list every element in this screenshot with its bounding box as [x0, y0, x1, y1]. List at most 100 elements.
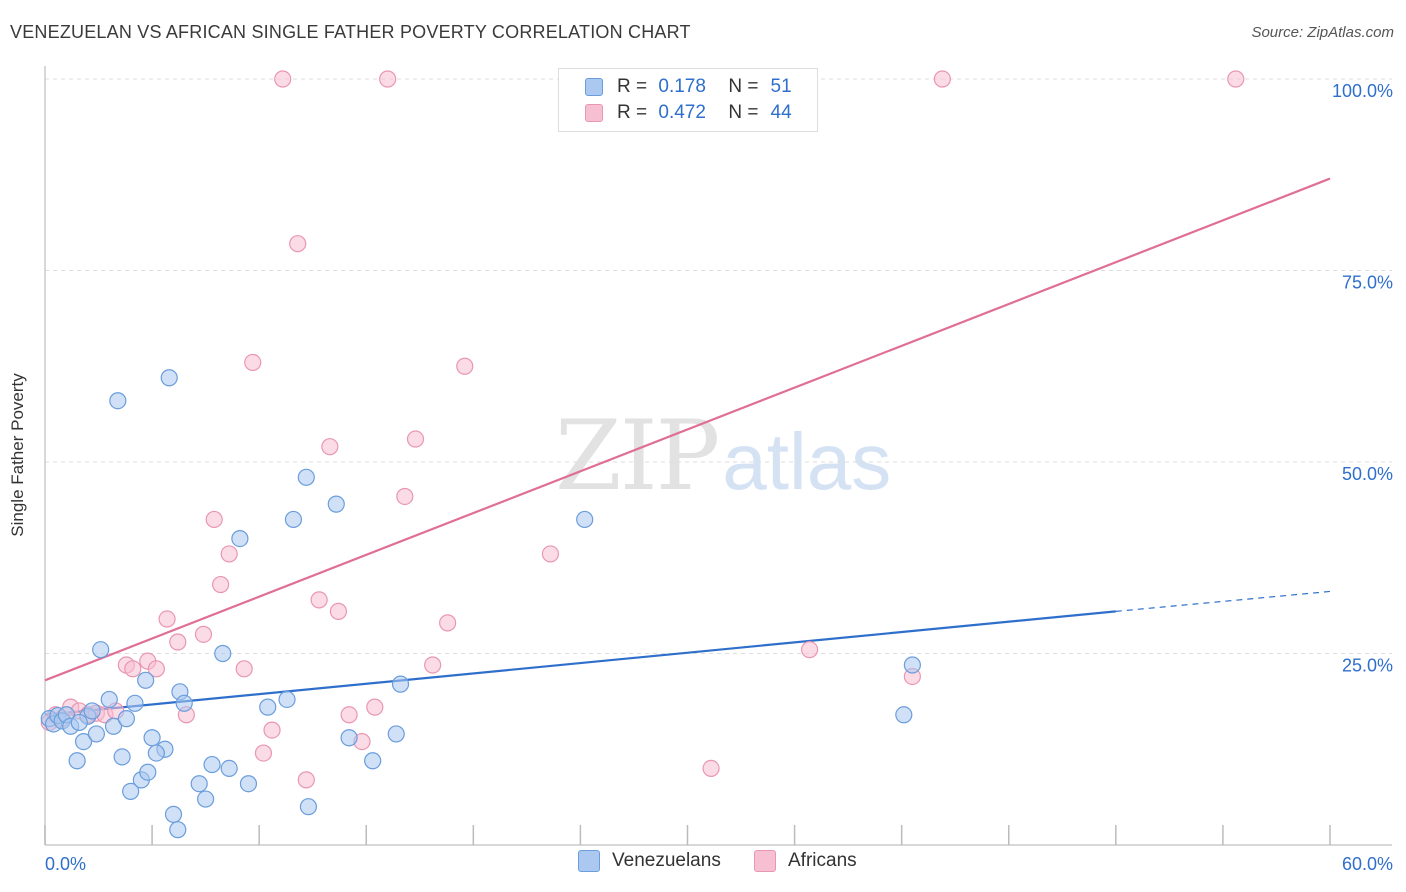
point-africans [212, 575, 230, 594]
point-venezuelans [137, 671, 155, 689]
point-africans [379, 70, 397, 88]
point-venezuelans [895, 706, 913, 724]
legend-row-venezuelans: R = 0.178 N = 51 [585, 75, 792, 99]
point-africans [124, 660, 142, 678]
point-africans [541, 545, 560, 563]
y-tick-label: 25.0% [1342, 656, 1393, 676]
point-venezuelans [364, 752, 382, 770]
point-africans [456, 357, 474, 375]
correlation-legend: R = 0.178 N = 51 R = 0.472 N = 44 [558, 68, 818, 132]
y-axis-label: Single Father Poverty [8, 373, 27, 537]
y-tick-label: 75.0% [1342, 273, 1393, 293]
series-legend-venezuelans[interactable]: Venezuelans [578, 850, 721, 872]
point-africans [254, 744, 273, 762]
point-venezuelans [387, 725, 405, 743]
x-ticks [44, 825, 1331, 845]
point-africans [244, 353, 262, 372]
point-venezuelans [284, 510, 303, 529]
point-venezuelans [143, 729, 161, 747]
legend-r-value: 0.472 [658, 102, 706, 123]
point-africans [220, 545, 238, 563]
point-africans [194, 625, 213, 643]
point-venezuelans [113, 748, 131, 766]
trend-extension-venezuelans [1115, 590, 1331, 612]
y-tick-label: 100.0% [1332, 81, 1393, 101]
tick-labels: 25.0% 50.0% 75.0% 100.0% 0.0% 60.0% [45, 81, 1393, 874]
point-africans [169, 633, 187, 651]
point-africans [396, 487, 414, 506]
point-venezuelans [169, 821, 187, 839]
legend-n-value: 51 [770, 76, 792, 97]
legend-r-value: 0.178 [658, 76, 706, 97]
point-venezuelans [299, 798, 318, 816]
point-venezuelans [197, 790, 215, 808]
point-africans [800, 641, 819, 659]
series-label-venezuelans: Venezuelans [612, 850, 721, 871]
source-label: Source: ZipAtlas.com [1251, 24, 1394, 41]
data-points [40, 70, 1245, 839]
point-venezuelans [100, 690, 118, 709]
series-swatch-venezuelans [578, 850, 600, 872]
point-venezuelans [139, 763, 157, 781]
series-label-africans: Africans [788, 850, 857, 871]
trend-lines [44, 177, 1331, 716]
point-africans [366, 698, 384, 716]
x-tick-label: 0.0% [45, 854, 86, 874]
point-africans [289, 235, 307, 253]
chart-title: VENEZUELAN VS AFRICAN SINGLE FATHER POVE… [10, 22, 691, 42]
point-africans [205, 510, 223, 529]
point-venezuelans [147, 744, 165, 762]
point-venezuelans [104, 717, 123, 735]
point-venezuelans [122, 782, 140, 800]
series-swatch-africans [754, 850, 776, 872]
series-legend: Venezuelans Africans [0, 850, 1406, 878]
point-africans [439, 614, 457, 632]
point-africans [297, 771, 315, 789]
point-africans [310, 591, 328, 609]
point-africans [406, 430, 425, 448]
point-africans [933, 70, 951, 88]
point-venezuelans [903, 656, 921, 674]
point-venezuelans [231, 529, 249, 548]
legend-n-label: N = [728, 102, 759, 123]
point-africans [147, 660, 165, 678]
point-venezuelans [164, 805, 183, 823]
point-africans [235, 660, 253, 678]
series-legend-africans[interactable]: Africans [754, 850, 857, 872]
legend-r-label: R = [617, 76, 648, 97]
point-africans [1227, 70, 1245, 88]
point-venezuelans [92, 641, 110, 659]
y-tick-label: 50.0% [1342, 464, 1393, 484]
point-venezuelans [109, 392, 127, 410]
legend-swatch-africans [585, 104, 603, 122]
point-venezuelans [278, 690, 296, 709]
point-venezuelans [203, 755, 221, 774]
axes [44, 66, 1392, 846]
trend-line-venezuelans [44, 610, 1116, 716]
point-venezuelans [117, 710, 135, 728]
point-venezuelans [576, 510, 594, 529]
trend-line-africans [44, 177, 1331, 682]
point-africans [158, 610, 176, 628]
point-venezuelans [327, 495, 345, 513]
point-venezuelans [297, 468, 315, 486]
point-venezuelans [68, 752, 86, 770]
point-africans [702, 759, 720, 778]
point-venezuelans [160, 369, 178, 387]
point-venezuelans [87, 725, 106, 743]
legend-r-label: R = [617, 102, 648, 123]
point-venezuelans [220, 759, 238, 778]
point-venezuelans [83, 702, 101, 720]
point-africans [263, 721, 281, 739]
point-venezuelans [74, 732, 93, 751]
legend-n-value: 44 [770, 102, 792, 123]
point-venezuelans [190, 775, 208, 793]
point-venezuelans [391, 675, 410, 693]
point-africans [424, 656, 442, 674]
point-venezuelans [214, 644, 232, 663]
point-venezuelans [175, 694, 193, 712]
point-africans [274, 70, 292, 88]
point-venezuelans [70, 713, 88, 732]
legend-row-africans: R = 0.472 N = 44 [585, 101, 792, 125]
